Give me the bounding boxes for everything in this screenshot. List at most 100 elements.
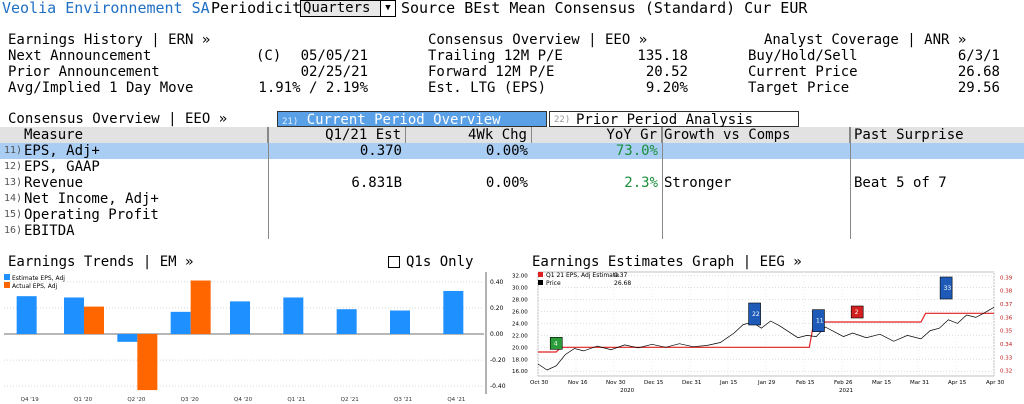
revision-marker[interactable] [850,305,864,319]
tab-prior-period[interactable]: 22) Prior Period Analysis (Q4/20) [549,111,799,144]
trends-ytick-label: -0.20 [490,357,506,364]
graph-right-tick-label: 0.39 [1000,275,1013,281]
actual-bar[interactable] [137,334,158,391]
est-ltg-label: Est. LTG (EPS) [428,80,547,96]
revision-marker-label: 33 [944,285,952,292]
graph-year-label: 2021 [839,388,853,394]
q1s-only-checkbox[interactable] [388,256,400,268]
column-header-surprise[interactable]: Past Surprise [850,127,1024,143]
row-measure: Revenue [24,175,84,191]
row-measure: Net Income, Adj+ [24,191,159,207]
estimate-bar[interactable] [443,290,464,334]
estimate-bar[interactable] [390,310,410,334]
row-number: 16) [4,225,23,236]
earnings-history-title[interactable]: Earnings History | ERN » [8,32,211,48]
consensus-overview-title[interactable]: Consensus Overview | EEO » [428,32,648,48]
earnings-trends-title[interactable]: Earnings Trends | EM » [8,254,194,270]
graph-right-tick-label: 0.34 [1000,342,1013,348]
trailing-pe-value: 135.18 [637,48,688,64]
estimate-bar[interactable] [336,309,357,334]
periodicity-label: Periodicity [211,0,311,17]
row-chg: 0.00% [485,175,528,191]
legend-swatch-estimate [4,274,10,280]
avg-move-label: Avg/Implied 1 Day Move [8,80,194,96]
graph-left-tick-label: 32.00 [512,274,528,280]
trends-xtick-label: Q3 '21 [394,397,412,403]
analyst-coverage-title[interactable]: Analyst Coverage | ANR » [764,32,967,48]
column-header-comps[interactable]: Growth vs Comps [662,127,850,143]
trends-xtick-label: Q1 '21 [287,397,305,403]
actual-bar[interactable] [190,280,211,334]
estimates-graph-title[interactable]: Earnings Estimates Graph | EEG » [532,254,802,270]
graph-xtick-label: Dec 15 [644,380,664,386]
graph-xtick-label: Feb 26 [834,380,853,386]
row-chg: 0.00% [485,143,528,159]
table-row[interactable]: 16) EBITDA [0,223,1024,239]
est-ltg-value: 9.20% [645,80,688,96]
earnings-trends-chart: 0.40 0.20 0.00 -0.20 -0.40 Q4 '19 Q1 '20 Q2 '2… [0,270,506,403]
column-header-chg[interactable]: 4Wk Chg [406,127,532,143]
row-number: 14) [4,193,23,204]
table-row[interactable]: 11) EPS, Adj+ 0.370 0.00% 73.0% [0,143,1024,159]
row-measure: EPS, Adj+ [24,143,100,159]
trends-plot-bg [0,270,486,400]
actual-bar[interactable] [84,306,104,334]
column-header-measure[interactable]: Measure [0,127,268,143]
legend-price-label: Price [546,280,561,287]
current-price-value: 26.68 [957,64,1000,80]
estimate-bar[interactable] [230,301,250,334]
trends-xtick-label: Q2 '20 [127,397,146,403]
row-est: 6.831B [351,175,402,191]
table-row[interactable]: 12) EPS, GAAP [0,159,1024,175]
trends-ytick-label: 0.20 [490,305,504,312]
column-divider [850,127,851,239]
graph-xtick-label: Nov 30 [606,380,626,386]
next-announcement-flag: (C) [256,48,282,64]
column-header-est[interactable]: Q1/21 Est [268,127,406,143]
estimate-bar[interactable] [64,297,84,334]
column-divider [662,127,663,239]
table-row[interactable]: 14) Net Income, Adj+ [0,191,1024,207]
graph-xtick-label: Jan 15 [719,380,738,386]
table-row[interactable]: 13) Revenue 6.831B 0.00% 2.3% Stronger B… [0,175,1024,191]
buy-hold-sell-value: 6/3/1 [957,48,1000,64]
consensus-section-title[interactable]: Consensus Overview | EEO » [8,111,228,127]
graph-left-tick-label: 28.00 [512,297,528,303]
legend-swatch-price [538,280,543,285]
legend-price-value: 26.68 [614,280,631,287]
periodicity-value: Quarters [303,0,371,16]
revision-marker[interactable] [939,276,953,300]
q1s-only-label: Q1s Only [406,254,474,270]
chevron-down-icon[interactable]: ▼ [380,1,395,16]
estimate-bar[interactable] [170,311,191,334]
revision-marker-label: 22 [752,311,760,318]
periodicity-select[interactable]: Quarters ▼ [300,0,396,17]
trends-xtick-label: Q3 '20 [181,397,200,403]
trailing-pe-label: Trailing 12M P/E [428,48,563,64]
graph-year-label: 2020 [620,388,634,394]
estimate-bar[interactable] [117,334,138,342]
revision-marker[interactable] [748,302,761,326]
estimate-bar[interactable] [16,296,37,334]
revision-marker-label: 2 [855,309,859,316]
trends-xtick-label: Q2 '21 [341,397,359,403]
table-row[interactable]: 15) Operating Profit [0,207,1024,223]
tab-current-period[interactable]: 21) Current Period Overview (Q1/21) [277,111,547,146]
revision-marker[interactable] [549,337,563,350]
column-divider [268,127,269,239]
estimate-bar[interactable] [283,297,304,334]
revision-marker[interactable] [812,309,825,332]
graph-xtick-label: Mar 15 [872,380,892,386]
graph-left-tick-label: 20.00 [512,345,528,351]
graph-right-tick-label: 0.32 [1000,369,1012,375]
trends-xtick-label: Q1 '20 [74,397,93,403]
ticker-title[interactable]: Veolia Environnement SA [2,0,210,17]
column-header-yoy[interactable]: YoY Gr [532,127,662,143]
price-line [537,306,995,371]
graph-left-tick-label: 30.00 [512,286,528,292]
graph-left-tick-label: 22.00 [512,333,528,339]
row-yoy: 73.0% [615,143,658,159]
graph-right-tick-label: 0.36 [1000,315,1013,321]
graph-left-tick-label: 24.00 [512,321,528,327]
trends-ytick-label: 0.00 [490,331,504,338]
